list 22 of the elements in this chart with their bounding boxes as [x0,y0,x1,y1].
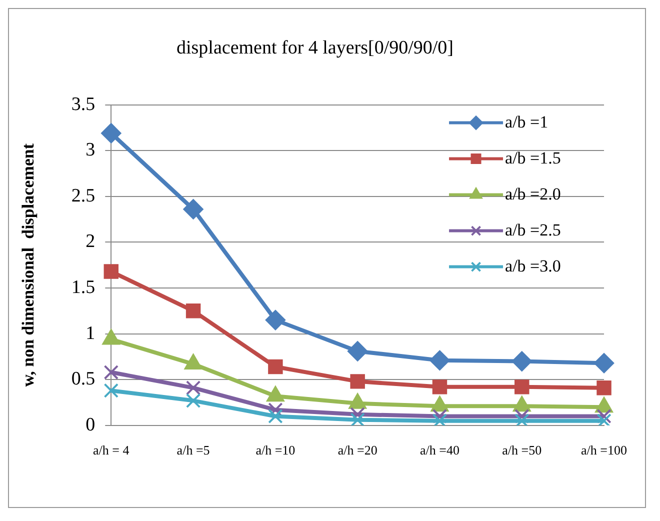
chart-title: displacement for 4 layers[0/90/90/0] [176,37,454,58]
legend-label: a/b =1.5 [505,148,561,168]
y-tick-label: 3 [86,140,96,161]
x-tick-label: a/h =40 [420,442,460,458]
y-tick-label: 1.5 [71,276,96,298]
legend-label: a/b =2.5 [505,220,561,240]
x-tick-label: a/h = 4 [93,442,130,458]
y-tick-label: 0.5 [71,368,96,390]
x-tick-label: a/h =5 [176,442,210,458]
legend-label: a/b =3.0 [505,256,561,276]
y-axis-title: w, non dimensional displacement [18,143,38,387]
x-tick-label: a/h =100 [581,442,628,458]
x-tick-label: a/h =10 [256,442,296,458]
legend-label: a/b =2.0 [505,184,561,204]
y-tick-label: 0 [86,414,96,436]
y-tick-label: 1 [86,322,96,344]
y-tick-label: 3.5 [71,94,96,115]
x-tick-label: a/h =20 [338,442,378,458]
y-tick-label: 2.5 [71,185,96,206]
x-tick-label: a/h =50 [502,442,542,458]
legend-label: a/b =1 [505,112,548,132]
y-tick-label: 2 [86,231,96,252]
